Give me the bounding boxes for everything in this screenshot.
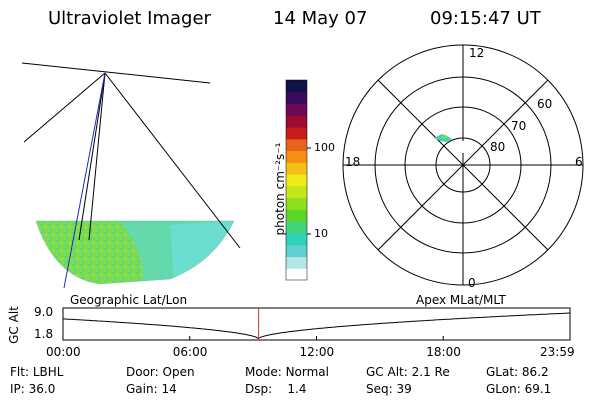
mlt-label-12: 12 [469,46,485,60]
observation-date: 14 May 07 [273,8,368,29]
label-mask [455,141,473,153]
geographic-image [21,62,241,289]
mlt-label-0: 0 [468,276,476,290]
timeline-tick-label: 23:59 [540,345,575,359]
colorbar-segment [286,150,307,163]
colorbar-segment [286,244,307,257]
colorbar-segment [286,174,307,187]
colorbar-segment [286,185,307,199]
ip-value: 36.0 [28,382,56,396]
filter-label: Flt: [10,365,29,379]
aurora-swath [36,221,234,284]
fov-edge-line [104,72,241,249]
fov-inner-line [78,72,106,241]
polar-plot [342,44,584,286]
ip-label: IP: [10,382,25,396]
seq-value: 39 [396,382,412,396]
timeline-y-bottom: 1.8 [34,327,54,341]
colorbar-segment [286,197,307,210]
mode-label: Mode: [245,365,282,379]
gc-alt-value: 2.1 Re [411,365,450,379]
colorbar-tick-label-10: 10 [314,227,328,240]
colorbar-segment [286,115,307,128]
colorbar-segment [286,256,307,269]
gain-value: 14 [161,382,177,396]
glon-label: GLon: [486,382,521,396]
fov-inner-line [88,72,106,241]
colorbar-segment [286,127,307,140]
mode-value: Normal [285,365,329,379]
timeline-tick-label: 18:00 [426,345,461,359]
colorbar-segment [286,103,307,116]
timeline-ticks [62,336,571,340]
meridian-line [377,79,549,251]
colorbar-segment [286,80,307,93]
mlt-label-6: 6 [575,155,583,169]
colorbar-segment [286,91,307,105]
instrument-title: Ultraviolet Imager [48,8,211,29]
lat-label-70: 70 [511,119,527,133]
seq-label: Seq: [366,382,393,396]
colorbar-unit-label: photon cm⁻²s⁻¹ [273,142,287,236]
colorbar-tick-label-100: 100 [314,141,335,154]
apex-caption: Apex MLat/MLT [416,293,506,307]
glon-value: 69.1 [524,382,552,396]
glat-value: 86.2 [521,365,549,379]
lat-label-80: 80 [490,140,506,154]
colorbar-segment [286,221,307,234]
nadir-line [63,72,106,289]
altitude-curve [62,312,571,339]
dsp-value: 1.4 [287,382,307,396]
limb-line [21,62,211,84]
filter-value: LBHL [32,365,64,379]
aurora-patch-core [441,135,448,139]
colorbar-segment [286,138,307,152]
timeline-tick-label: 00:00 [46,345,81,359]
dsp-label: Dsp: [245,382,273,396]
gc-alt-label: GC Alt: [366,365,408,379]
observation-time: 09:15:47 UT [430,8,541,29]
timeline-tick-label: 12:00 [299,345,335,359]
mlt-label-18: 18 [345,155,361,169]
altitude-timeline [62,307,571,341]
lat-label-60: 60 [537,97,553,111]
door-label: Door: [126,365,159,379]
glat-label: GLat: [486,365,519,379]
color-scale-bar [285,79,308,281]
colorbar-segment [286,268,307,281]
colorbar-frame [285,79,308,281]
timeline-y-label: GC Alt [7,306,21,344]
gain-label: Gain: [126,382,158,396]
timeline-y-top: 9.0 [34,305,54,319]
colorbar-segment [286,209,307,222]
colorbar-segment [286,162,307,175]
door-value: Open [162,365,195,379]
timeline-tick-label: 06:00 [172,345,208,359]
fov-edge-line [23,72,106,143]
colorbar-segment [286,232,307,246]
geographic-caption: Geographic Lat/Lon [70,293,188,307]
